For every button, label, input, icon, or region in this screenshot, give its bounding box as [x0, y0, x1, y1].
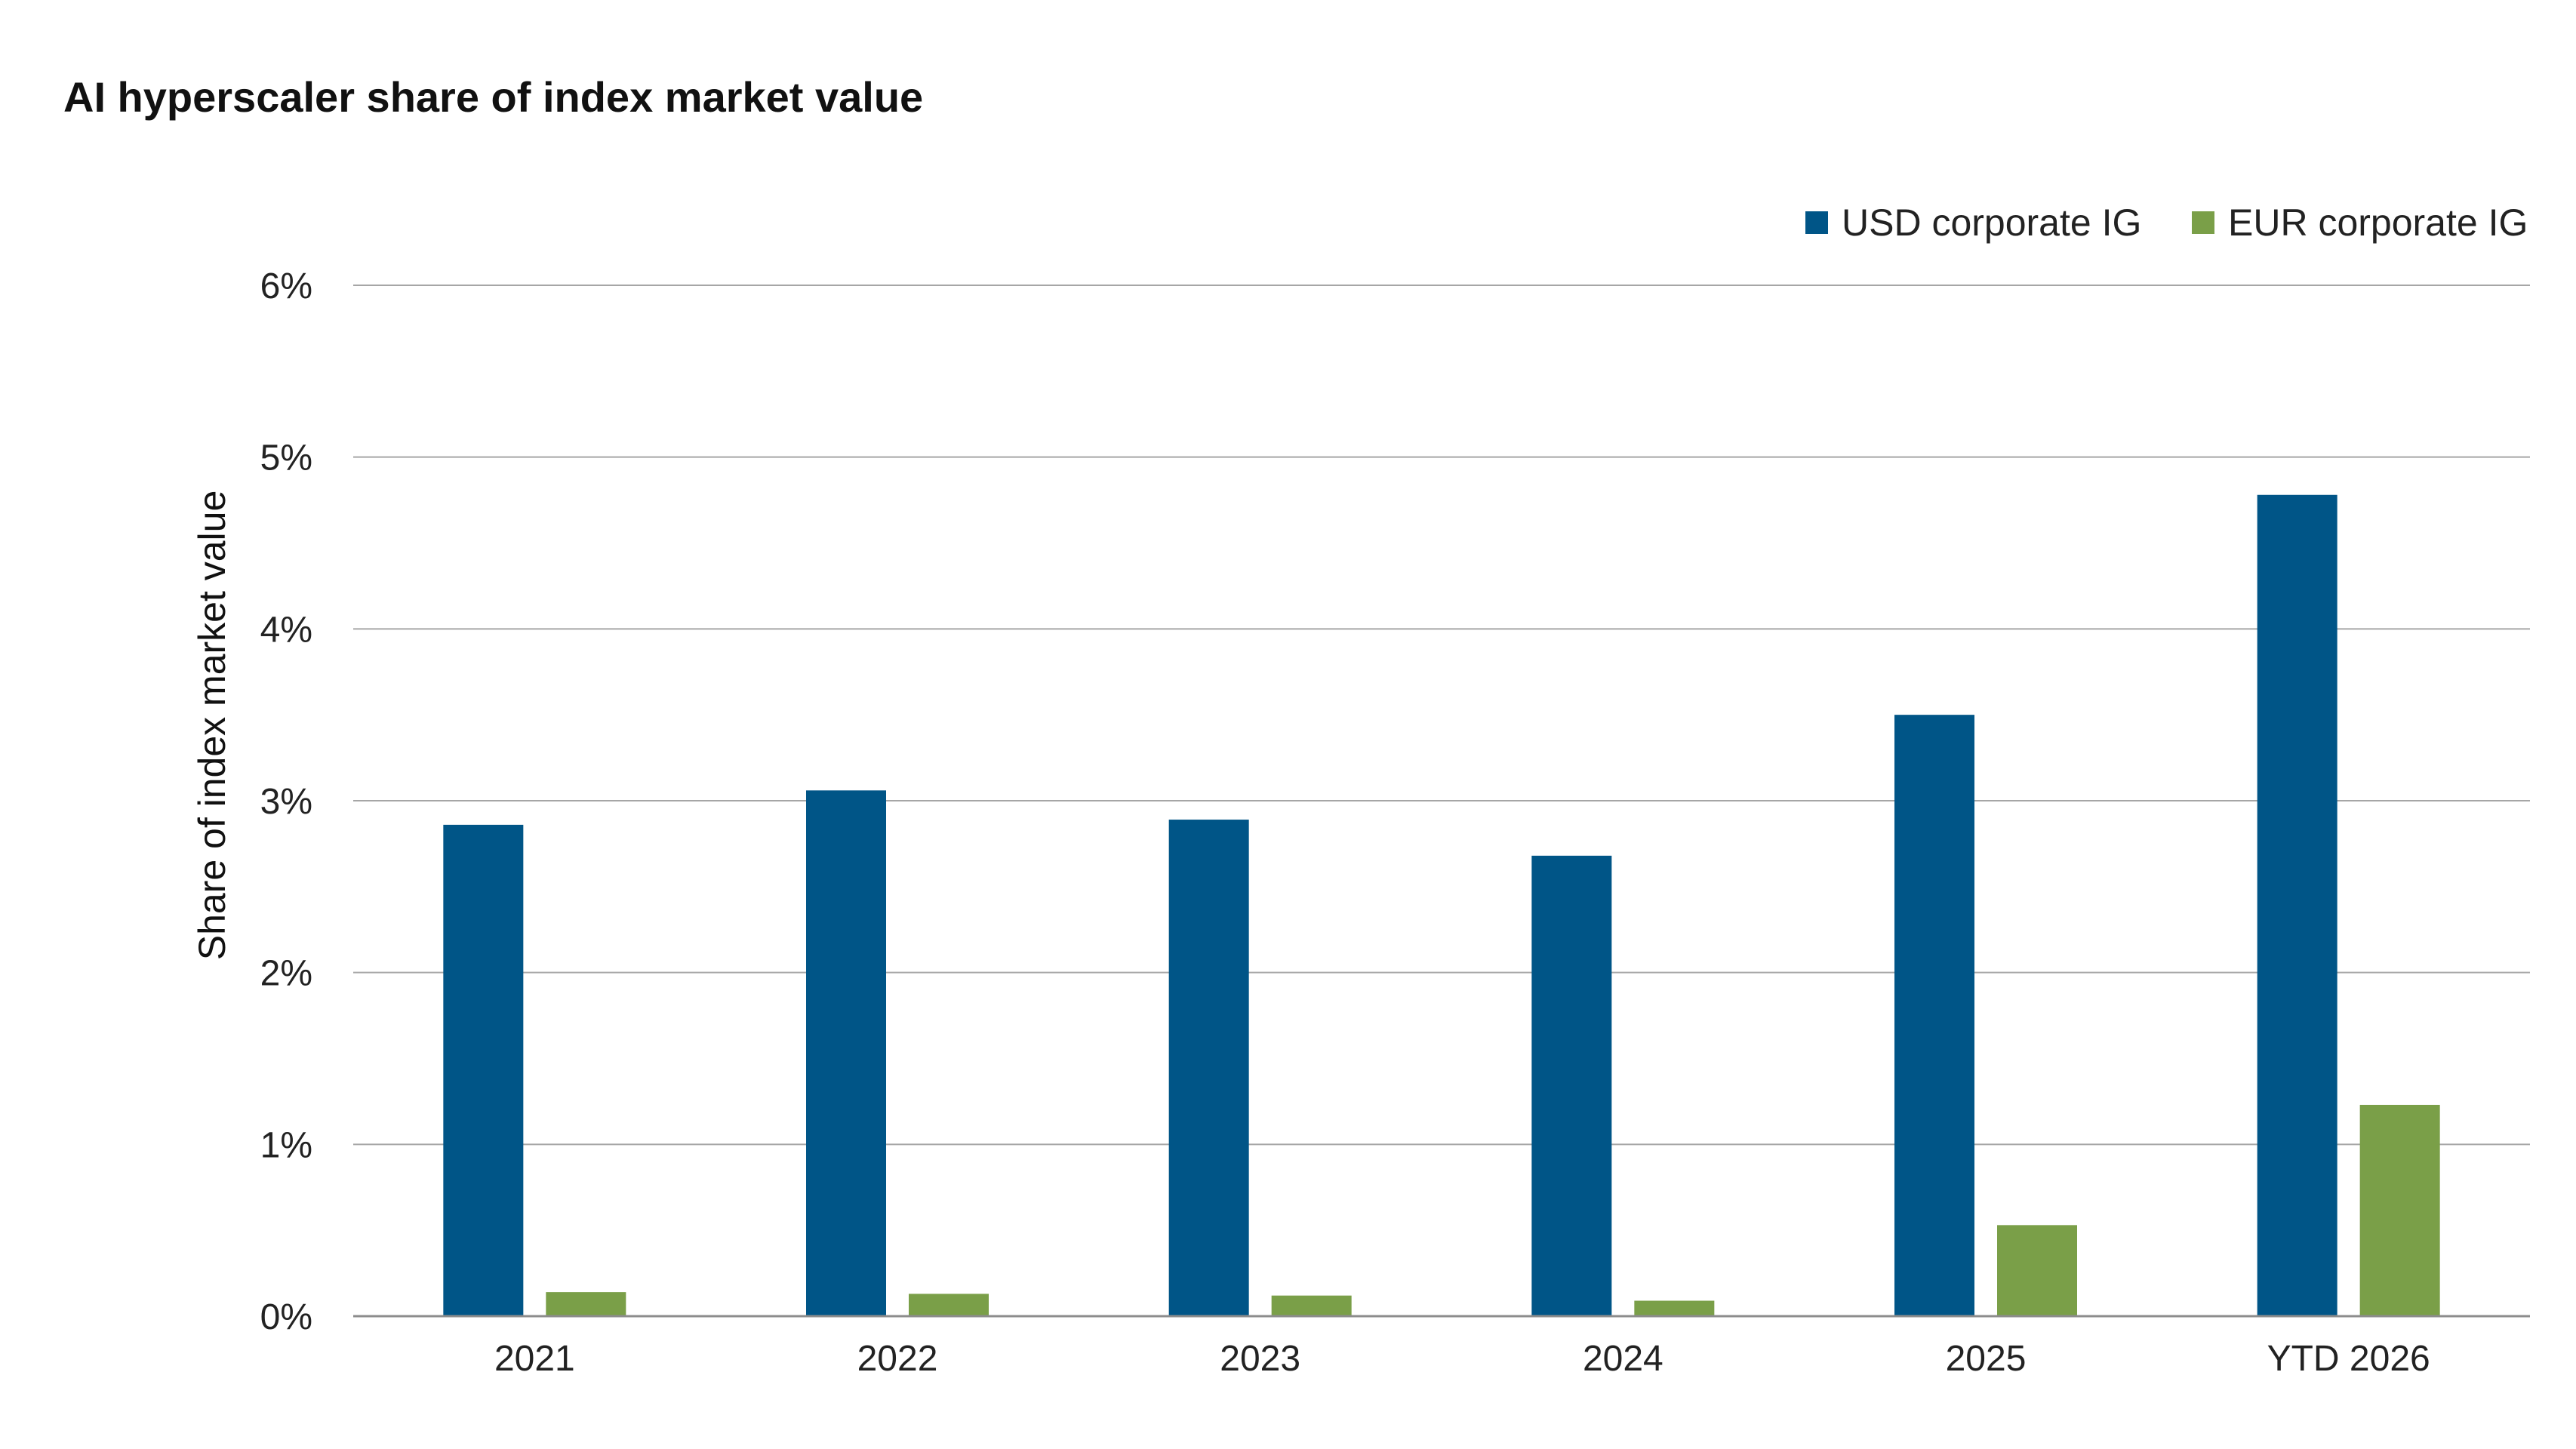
bar-eur-corporate-ig-2021 — [546, 1292, 626, 1316]
legend-swatch — [1805, 211, 1828, 234]
x-tick-label: 2025 — [1946, 1339, 2027, 1379]
bar-usd-corporate-ig-2024 — [1531, 855, 1612, 1316]
bar-eur-corporate-ig-2023 — [1271, 1295, 1352, 1316]
y-tick-label: 5% — [260, 438, 312, 478]
x-axis-ticks: 2021 2022 2023 2024 2025 YTD 2026 — [494, 1339, 2430, 1379]
y-tick-label: 3% — [260, 782, 312, 822]
bar-eur-corporate-ig-ytd-2026 — [2359, 1104, 2440, 1316]
bars — [443, 494, 2440, 1316]
bar-eur-corporate-ig-2025 — [1997, 1225, 2077, 1316]
bar-eur-corporate-ig-2024 — [1634, 1300, 1715, 1316]
gridlines — [353, 285, 2530, 1146]
bar-usd-corporate-ig-2022 — [806, 790, 886, 1316]
bar-usd-corporate-ig-2021 — [443, 824, 524, 1316]
x-tick-label: 2022 — [857, 1339, 938, 1379]
y-tick-label: 6% — [260, 266, 312, 306]
x-tick-label: YTD 2026 — [2267, 1339, 2430, 1379]
x-tick-label: 2023 — [1220, 1339, 1300, 1379]
bar-eur-corporate-ig-2022 — [909, 1294, 989, 1316]
chart-title: AI hyperscaler share of index market val… — [63, 73, 924, 121]
y-tick-label: 4% — [260, 610, 312, 650]
legend-label: USD corporate IG — [1842, 202, 2141, 244]
y-tick-label: 2% — [260, 954, 312, 994]
x-tick-label: 2024 — [1583, 1339, 1663, 1379]
y-axis-label: Share of index market value — [191, 491, 233, 961]
bar-usd-corporate-ig-ytd-2026 — [2257, 494, 2337, 1316]
bar-usd-corporate-ig-2025 — [1894, 715, 1974, 1316]
y-tick-label: 1% — [260, 1125, 312, 1165]
y-tick-label: 0% — [260, 1297, 312, 1337]
bar-usd-corporate-ig-2023 — [1168, 820, 1249, 1316]
legend-label: EUR corporate IG — [2228, 202, 2528, 244]
legend: USD corporate IG EUR corporate IG — [1805, 202, 2528, 244]
x-tick-label: 2021 — [494, 1339, 575, 1379]
legend-swatch — [2192, 211, 2214, 234]
y-axis-ticks: 0% 1% 2% 3% 4% 5% 6% — [260, 266, 312, 1337]
